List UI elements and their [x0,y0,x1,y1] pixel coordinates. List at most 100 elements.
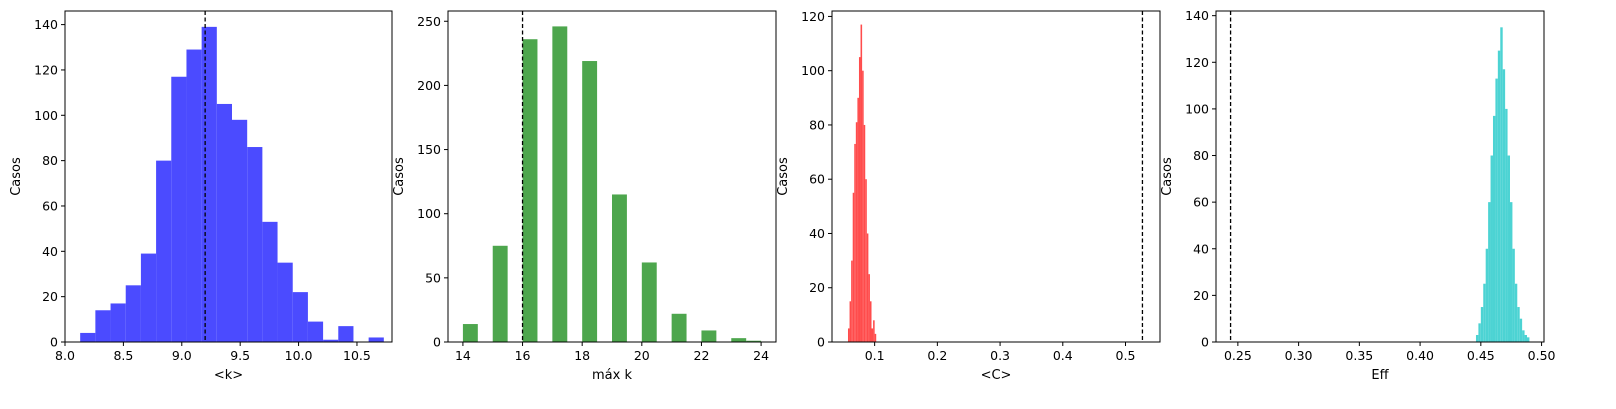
y-tick-label: 20 [809,280,825,295]
y-tick-label: 60 [809,172,825,187]
histogram-bar [1490,155,1493,342]
x-tick-label: 16 [515,348,531,363]
histogram-bar [1478,323,1481,342]
histogram-bar [862,70,864,342]
histogram-bar [854,143,856,342]
y-tick-label: 80 [1193,148,1209,163]
y-tick-label: 150 [417,142,441,157]
y-tick-label: 120 [34,62,58,77]
histogram-bar [1475,335,1479,342]
histogram-bar [1526,337,1530,342]
y-tick-label: 120 [1185,55,1209,70]
histogram-bar [1502,69,1506,343]
histogram-bar [1497,50,1501,342]
histogram-bar [95,310,111,342]
y-tick-label: 140 [34,17,58,32]
x-tick-label: 8.0 [55,348,75,363]
histogram-bar [232,119,248,342]
x-tick-label: 20 [634,348,650,363]
y-tick-label: 60 [42,198,58,213]
panel-mean-degree: 8.0 8.5 9.0 9.5 10.0 10.5 0 20 40 60 80 100 120 140 <k… [9,10,393,383]
histogram-bar [1519,318,1523,342]
y-tick-label: 200 [417,78,441,93]
x-tick-label: 10.0 [285,348,313,363]
y-tick-label: 100 [801,63,825,78]
y-tick-label: 80 [42,153,58,168]
histogram-bar [1480,307,1484,342]
histogram-bar [110,303,126,342]
histogram-bar [140,253,157,342]
histogram-bar [1509,202,1513,342]
x-axis-label: Eff [1371,368,1389,383]
y-axis-label: Casos [392,157,407,196]
x-tick-label: 24 [753,348,769,363]
histogram-bar [847,328,850,342]
panel-efficiency: 0.25 0.30 0.35 0.40 0.45 0.50 0 20 40 60 80 100 120 1… [1160,8,1556,383]
histogram-bar [1483,283,1486,342]
x-axis-label: <C> [981,368,1012,383]
y-tick-label: 50 [425,270,441,285]
histogram-bar [641,262,657,342]
y-tick-label: 100 [34,108,58,123]
histogram-bar [216,103,232,342]
histogram-bar [1522,330,1525,342]
axes-frame [447,10,777,343]
histogram-bar [552,26,568,343]
axes-frame [1215,10,1545,343]
histogram-bar [262,221,278,342]
x-tick-label: 0.3 [990,348,1010,363]
x-tick-label: 22 [694,348,710,363]
histogram-bar [866,233,869,342]
y-tick-label: 250 [417,14,441,29]
histogram-bar [186,49,202,342]
histogram-bar [855,122,858,343]
x-tick-label: 0.2 [927,348,947,363]
histogram-bar [671,313,687,342]
histogram-bar [492,245,508,342]
histogram-bar [171,76,187,342]
histogram-bar [125,285,141,342]
panel-clustering: 0.1 0.2 0.3 0.4 0.5 0 20 40 60 80 100 120 <C> Casos [776,9,1161,383]
x-axis-label: máx k [592,368,632,383]
y-axis-label: Casos [776,157,791,196]
y-tick-label: 100 [1185,101,1209,116]
y-tick-label: 0 [433,335,441,350]
histogram-bar [156,160,172,342]
x-tick-label: 10.5 [343,348,371,363]
y-tick-label: 100 [417,206,441,221]
x-tick-label: 18 [574,348,590,363]
y-tick-label: 0 [50,335,58,350]
histogram-bar [80,332,96,342]
histogram-bar [849,301,852,342]
histogram-bar [852,192,855,342]
histogram-bar [873,320,875,342]
histogram-bar [871,328,874,342]
histogram-bar [1500,27,1503,342]
histogram-bar [323,339,339,342]
histogram-bar [1505,108,1508,343]
histogram-bar [857,97,859,342]
histogram-bar [338,326,354,342]
histogram-bar [277,262,293,342]
histogram-bar [869,301,872,342]
histogram-bar [1514,283,1518,342]
x-tick-label: 8.5 [113,348,133,363]
y-tick-label: 40 [809,226,825,241]
histogram-bar [1507,155,1510,342]
histogram-bar [522,39,538,342]
x-tick-label: 0.40 [1406,348,1434,363]
x-tick-label: 9.5 [230,348,250,363]
histogram-bar [292,292,308,342]
histogram-bar [1517,307,1520,342]
x-tick-label: 0.1 [865,348,885,363]
y-tick-label: 20 [42,289,58,304]
histogram-bar [868,274,870,342]
x-tick-label: 0.30 [1285,348,1313,363]
x-tick-label: 0.50 [1528,348,1556,363]
y-tick-label: 40 [42,244,58,259]
histogram-bar [865,179,867,342]
histogram-bar [462,324,478,342]
axes-frame [831,10,1161,343]
